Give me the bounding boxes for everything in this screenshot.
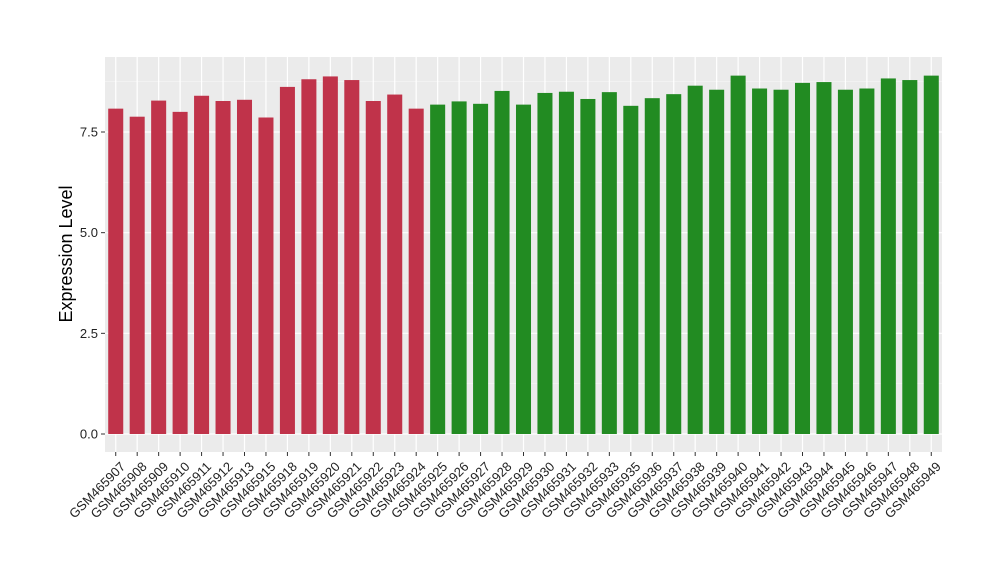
x-axis: GSM465907GSM465908GSM465909GSM465910GSM4…: [66, 452, 944, 521]
bar-GSM465918: [279, 86, 295, 434]
bar-GSM465942: [773, 89, 789, 434]
bar-GSM465923: [387, 94, 403, 434]
bar-GSM465937: [666, 94, 682, 435]
bar-GSM465941: [752, 88, 768, 435]
y-tick-label: 2.5: [80, 326, 98, 341]
bar-GSM465921: [344, 80, 360, 434]
bar-GSM465922: [365, 100, 381, 435]
bar-GSM465933: [601, 92, 617, 435]
bar-GSM465924: [408, 108, 424, 435]
bar-GSM465936: [644, 98, 660, 435]
bar-GSM465925: [430, 104, 446, 435]
y-axis-title: Expression Level: [56, 185, 76, 322]
bar-GSM465927: [473, 103, 489, 435]
bar-GSM465928: [494, 90, 510, 434]
bar-GSM465909: [151, 100, 167, 434]
bar-GSM465939: [709, 89, 725, 434]
bar-GSM465912: [215, 100, 231, 435]
y-axis: 0.0 2.5 5.0 7.5: [80, 125, 105, 442]
bar-GSM465944: [816, 82, 832, 434]
bar-GSM465930: [537, 92, 553, 434]
bar-GSM465940: [730, 75, 746, 435]
bar-GSM465920: [322, 76, 338, 434]
bar-GSM465938: [687, 85, 703, 435]
bar-GSM465910: [172, 111, 188, 434]
bar-GSM465932: [580, 98, 596, 435]
bar-GSM465949: [923, 75, 939, 435]
bar-GSM465926: [451, 101, 467, 434]
bar-GSM465911: [194, 95, 210, 434]
y-tick-label: 5.0: [80, 225, 98, 240]
bar-GSM465931: [558, 91, 574, 434]
bars: [108, 75, 939, 435]
bar-GSM465945: [837, 89, 853, 434]
bar-GSM465913: [236, 99, 253, 434]
y-tick-label: 0.0: [80, 427, 98, 442]
bar-GSM465946: [859, 88, 875, 435]
bar-GSM465943: [794, 82, 811, 434]
bar-GSM465929: [515, 104, 532, 435]
bar-GSM465907: [108, 108, 124, 435]
bar-GSM465908: [129, 116, 145, 434]
bar-GSM465935: [623, 105, 639, 435]
bar-GSM465947: [880, 78, 896, 434]
bar-GSM465915: [258, 117, 274, 434]
y-tick-label: 7.5: [80, 125, 98, 140]
bar-GSM465919: [301, 79, 317, 434]
bar-GSM465948: [902, 80, 918, 434]
